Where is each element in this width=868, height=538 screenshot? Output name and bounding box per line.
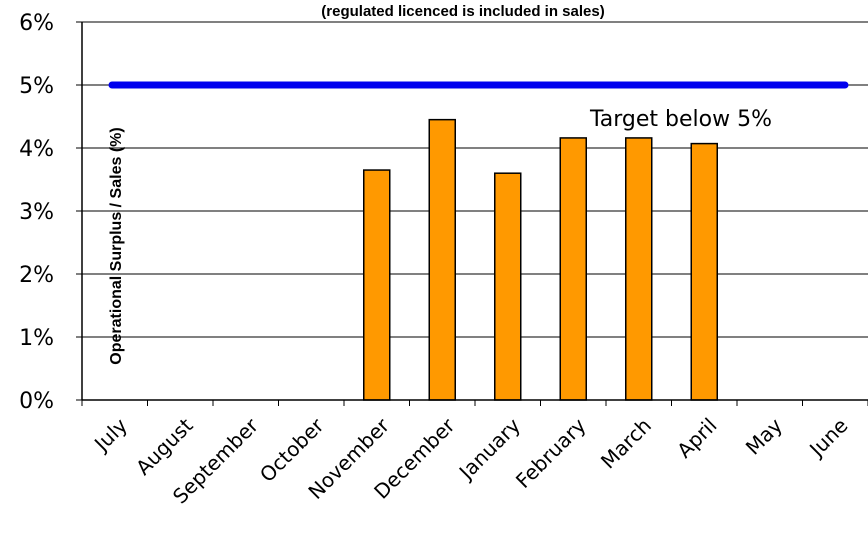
x-category-label: February: [511, 413, 591, 493]
y-axis-label: Operational Surplus / Sales (%): [108, 127, 125, 364]
bar-february: [559, 137, 587, 401]
x-category-label: March: [596, 413, 656, 473]
y-tick-label: 2%: [19, 263, 54, 288]
x-category-labels: July AugustSeptemberOctoberNovemberDecemb…: [88, 413, 852, 509]
bar-november: [363, 169, 391, 401]
x-category-label: August: [131, 413, 198, 480]
y-tick-label: 0%: [19, 389, 54, 414]
target-annotation: Target below 5%: [589, 107, 772, 132]
bars: [363, 118, 718, 401]
y-tick-label: 5%: [19, 74, 54, 99]
x-category-label: May: [741, 413, 787, 459]
x-category-label: July: [88, 413, 132, 457]
y-tick-label: 3%: [19, 200, 54, 225]
bar-march: [625, 137, 653, 401]
axes: [76, 21, 868, 406]
y-tick-label: 4%: [19, 137, 54, 162]
x-category-label: April: [672, 413, 721, 462]
chart-subtitle: (regulated licenced is included in sales…: [321, 3, 604, 20]
bar-april: [690, 142, 718, 401]
x-category-label: June: [803, 413, 852, 462]
y-tick-label: 6%: [19, 11, 54, 36]
gridlines: [82, 21, 868, 401]
bar-january: [494, 172, 522, 401]
bar-december: [428, 118, 456, 401]
y-tick-labels: 0% 1% 2% 3% 4% 5% 6%: [19, 11, 54, 414]
y-tick-label: 1%: [19, 326, 54, 351]
